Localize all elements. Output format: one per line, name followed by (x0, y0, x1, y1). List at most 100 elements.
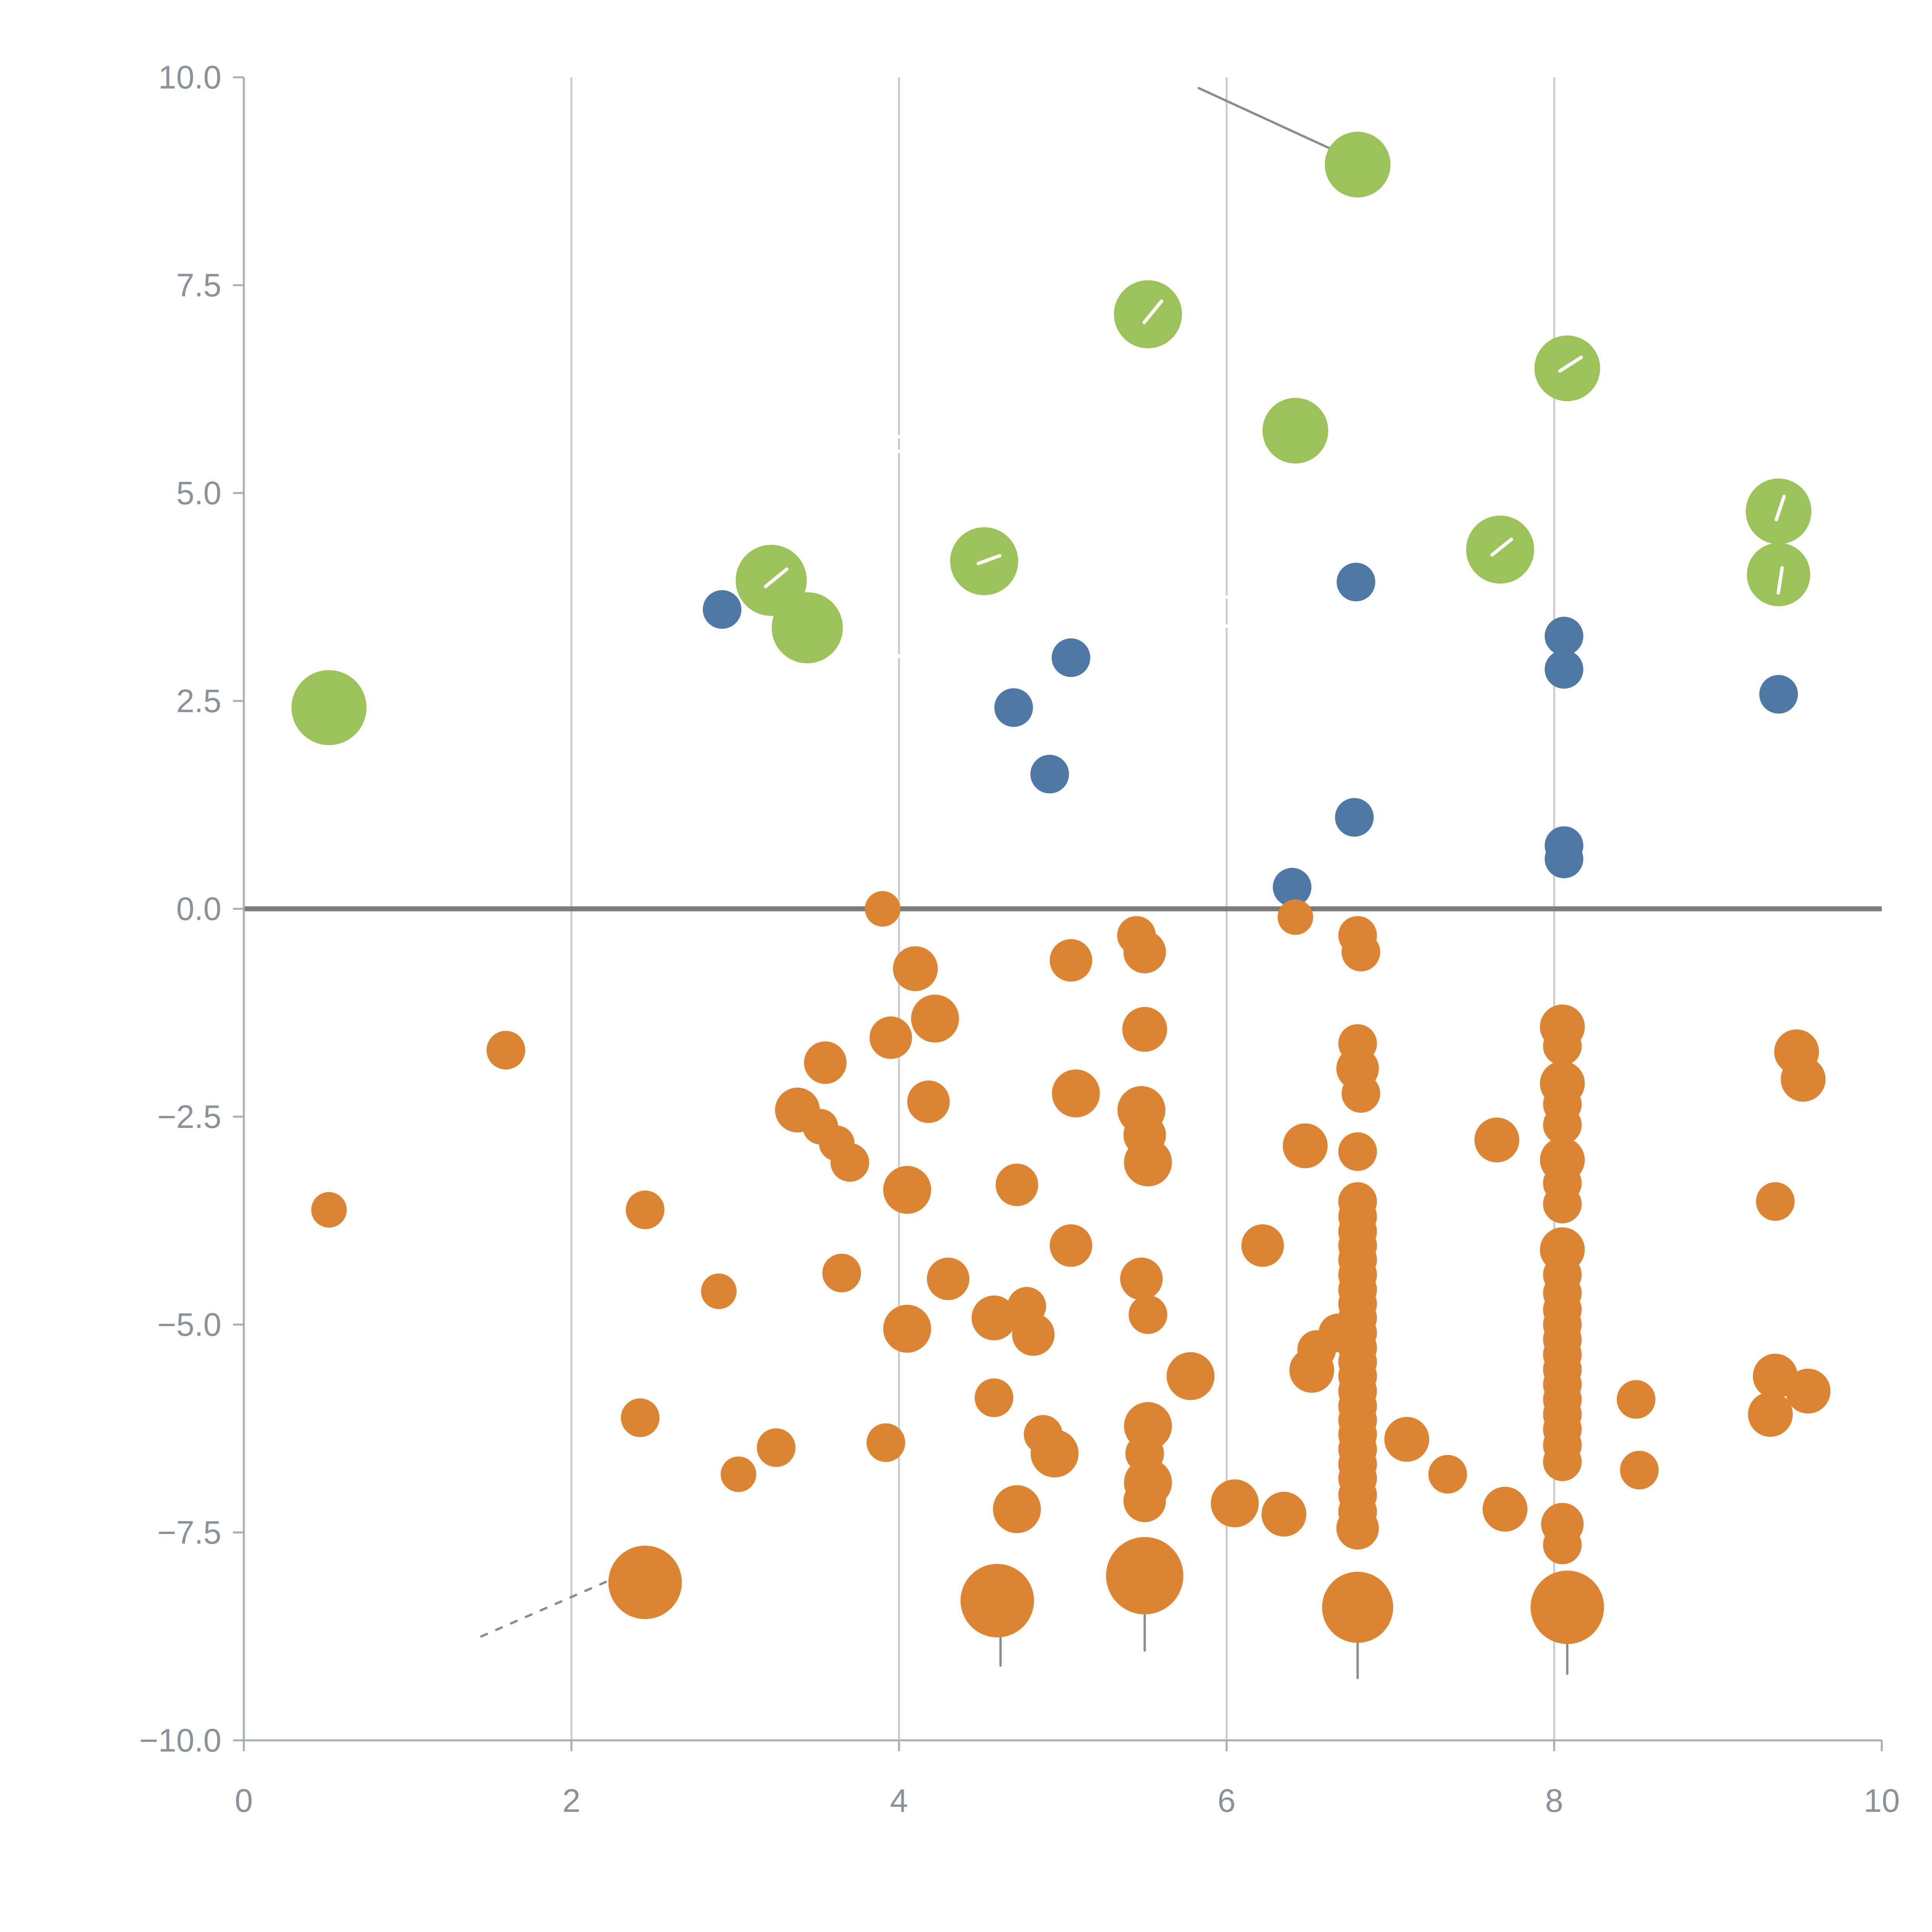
orange-dot-point[interactable] (1756, 1182, 1795, 1221)
blue-dot-point[interactable] (1759, 675, 1798, 714)
orange-dot-point[interactable] (1123, 1480, 1166, 1522)
orange-dot-point[interactable] (1049, 1224, 1092, 1267)
orange-dot-point[interactable] (1483, 1486, 1528, 1532)
orange-dot-point[interactable] (975, 1378, 1014, 1417)
green-bubble-point[interactable] (1325, 131, 1391, 197)
orange-dot-point[interactable] (1261, 1492, 1306, 1537)
green-bubble-point[interactable] (1747, 543, 1810, 606)
orange-dot-point[interactable] (1428, 1455, 1467, 1494)
white-mark-2 (1142, 299, 1163, 324)
orange-dot-point[interactable] (1277, 899, 1313, 935)
orange-dot-point[interactable] (1123, 930, 1166, 973)
x-tick-label: 0 (235, 1782, 253, 1819)
orange-dot-point[interactable] (866, 1423, 905, 1462)
orange-dot-point[interactable] (883, 1166, 931, 1214)
green-bubble-point[interactable] (291, 670, 367, 745)
green-bubble-point[interactable] (1534, 335, 1600, 401)
orange-dot-point[interactable] (869, 1016, 912, 1059)
orange-dot-point[interactable] (1620, 1451, 1659, 1490)
orange-dot-point[interactable] (1748, 1392, 1793, 1437)
orange-dot-point[interactable] (830, 1143, 869, 1182)
orange-dot-point[interactable] (822, 1253, 861, 1293)
orange-dot-point[interactable] (1786, 1369, 1831, 1414)
blue-dot-point[interactable] (1335, 798, 1374, 837)
orange-dot-point[interactable] (1167, 1352, 1215, 1400)
blue-dot-point[interactable] (994, 688, 1033, 727)
orange-dot-point[interactable] (1122, 1007, 1167, 1052)
orange-dot-point[interactable] (960, 1564, 1034, 1638)
orange-dot-point[interactable] (865, 891, 901, 927)
y-tick-label: −5.0 (157, 1306, 221, 1343)
orange-dot-point[interactable] (1543, 1027, 1582, 1066)
blue-dot-point[interactable] (1272, 868, 1311, 907)
orange-dot-point[interactable] (486, 1031, 526, 1070)
orange-dot-point[interactable] (804, 1041, 847, 1084)
orange-dot-point[interactable] (311, 1192, 347, 1228)
orange-dot-point[interactable] (893, 946, 938, 991)
orange-dot-point[interactable] (883, 1304, 931, 1353)
orange-dot-point[interactable] (907, 1080, 950, 1123)
orange-dot-point[interactable] (1106, 1537, 1184, 1614)
green-bubble-point[interactable] (1262, 398, 1328, 464)
green-bubble-point[interactable] (1114, 280, 1182, 349)
orange-dot-point[interactable] (1543, 1442, 1582, 1481)
orange-dot-point[interactable] (911, 995, 959, 1043)
y-tick-label: −7.5 (157, 1514, 221, 1551)
orange-dot-point[interactable] (1120, 1257, 1163, 1300)
green-bubble-point[interactable] (772, 592, 843, 663)
orange-dot-point[interactable] (1474, 1117, 1519, 1163)
orange-dot-point[interactable] (1241, 1224, 1284, 1267)
orange-dot-point[interactable] (1341, 932, 1380, 971)
blue-dot-point[interactable] (1544, 617, 1583, 656)
orange-dot-point[interactable] (927, 1257, 969, 1300)
orange-dot-point[interactable] (621, 1398, 660, 1437)
white-mark-4 (1558, 355, 1583, 373)
orange-dot-point[interactable] (1341, 1074, 1380, 1113)
orange-dot-point[interactable] (971, 1295, 1017, 1340)
white-mark-9 (891, 651, 917, 659)
orange-dot-point[interactable] (1336, 1507, 1379, 1550)
white-mark-6 (1776, 566, 1784, 595)
orange-dot-point[interactable] (757, 1428, 796, 1467)
blue-dot-point[interactable] (1030, 755, 1069, 794)
orange-dot-point[interactable] (1781, 1057, 1826, 1102)
orange-dot-point[interactable] (993, 1485, 1041, 1533)
orange-dot-point[interactable] (701, 1273, 737, 1309)
blue-dot-point[interactable] (1544, 839, 1583, 878)
blue-dot-point[interactable] (1544, 650, 1583, 689)
orange-dot-point[interactable] (1531, 1570, 1604, 1644)
orange-dot-point[interactable] (1012, 1313, 1055, 1356)
orange-dot-point[interactable] (1052, 1069, 1100, 1117)
orange-dot-point[interactable] (608, 1546, 682, 1619)
orange-dot-point[interactable] (995, 1163, 1038, 1206)
orange-dot-point[interactable] (1124, 1138, 1172, 1187)
blue-dot-point[interactable] (1051, 638, 1090, 677)
orange-dot-point[interactable] (1031, 1429, 1079, 1478)
orange-dot-point[interactable] (1322, 1571, 1393, 1643)
orange-dot-point[interactable] (1128, 1295, 1167, 1334)
orange-dot-point[interactable] (1543, 1105, 1582, 1145)
orange-dot-point[interactable] (1543, 1526, 1582, 1565)
orange-dot-point[interactable] (1384, 1417, 1429, 1462)
white-mark-3 (1490, 537, 1514, 557)
blue-dot-point[interactable] (1337, 563, 1376, 602)
orange-dot-point[interactable] (1543, 1184, 1582, 1223)
x-tick-label: 4 (890, 1782, 908, 1819)
orange-dot-point[interactable] (1049, 939, 1092, 982)
y-tick-label: −10.0 (139, 1722, 221, 1759)
orange-dot-point[interactable] (1617, 1380, 1656, 1419)
annotation-line-0 (1197, 87, 1339, 153)
y-tick-label: 5.0 (176, 475, 221, 511)
orange-dot-point[interactable] (626, 1190, 665, 1230)
orange-dot-point[interactable] (1338, 1132, 1377, 1171)
orange-dot-point[interactable] (1289, 1348, 1334, 1393)
orange-dot-point[interactable] (721, 1456, 757, 1492)
white-mark-5 (1774, 495, 1786, 522)
y-tick-label: 7.5 (176, 267, 221, 303)
orange-dot-point[interactable] (1211, 1479, 1259, 1527)
orange-dot-point[interactable] (1282, 1123, 1328, 1168)
blue-dot-point[interactable] (702, 590, 742, 629)
x-tick-label: 6 (1218, 1782, 1236, 1819)
